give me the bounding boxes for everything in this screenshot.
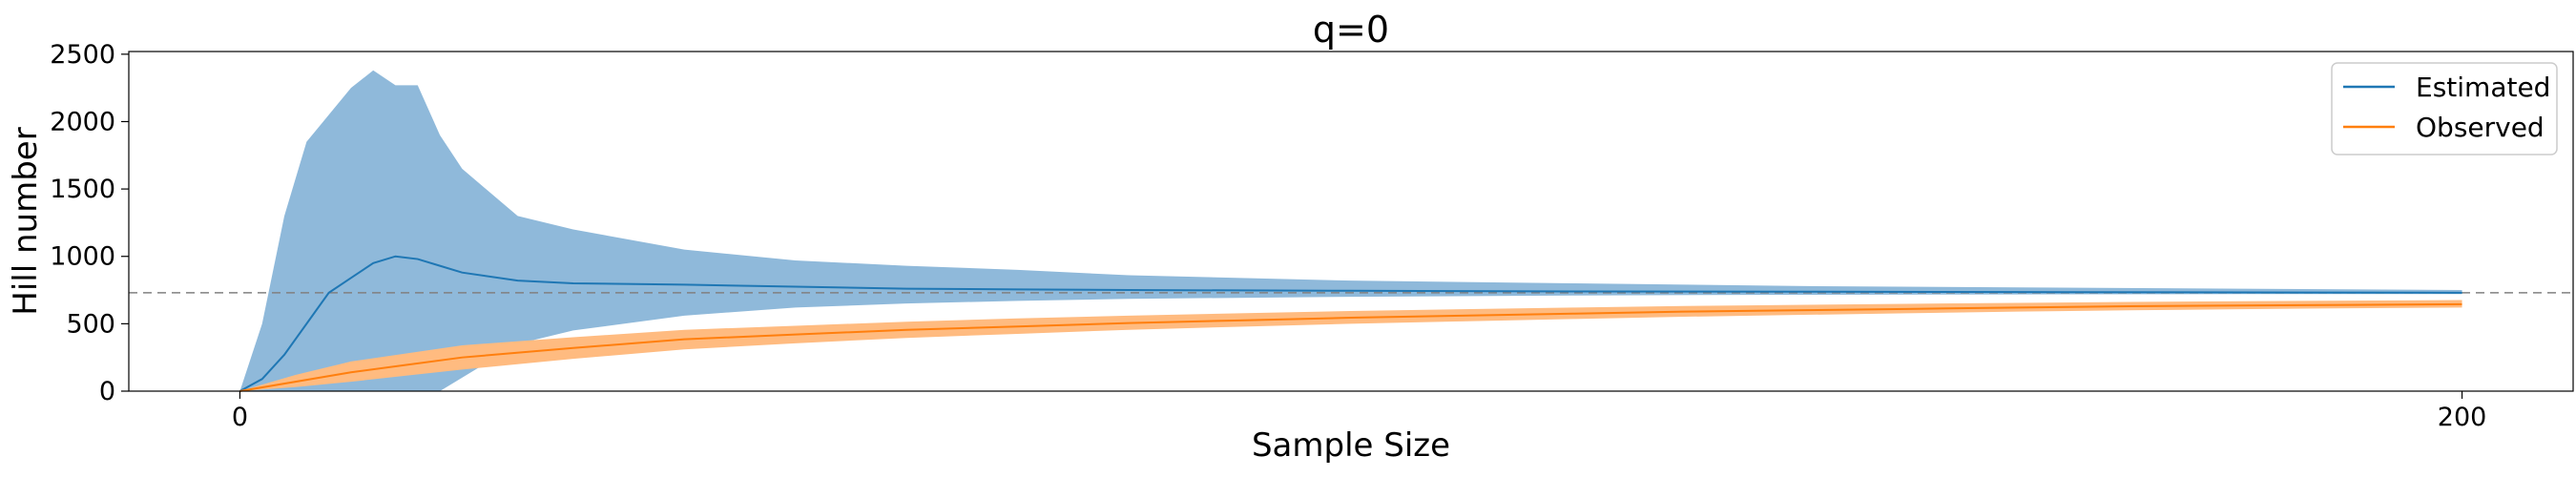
x-tick-label: 0: [232, 403, 248, 432]
x-axis: 0 200: [232, 391, 2486, 432]
chart-title: q=0: [1313, 9, 1389, 51]
series-line-estimated: [239, 255, 2462, 392]
x-tick-label: 200: [2438, 403, 2487, 432]
series-lines: [239, 255, 2462, 392]
y-tick-label: 1500: [50, 175, 115, 204]
x-axis-label: Sample Size: [1252, 426, 1450, 465]
legend: Estimated Observed: [2331, 62, 2558, 156]
plot-area-frame: [128, 51, 2574, 392]
y-axis: 0 500 1000 1500 2000 2500: [50, 40, 129, 406]
y-tick-label: 0: [99, 377, 115, 406]
y-tick-label: 2000: [50, 107, 115, 136]
y-tick-label: 2500: [50, 40, 115, 70]
y-axis-label: Hill number: [7, 127, 45, 315]
legend-label-observed: Observed: [2416, 112, 2545, 143]
y-tick-label: 1000: [50, 242, 115, 272]
y-tick-label: 500: [66, 309, 115, 339]
legend-label-estimated: Estimated: [2416, 72, 2550, 103]
confidence-bands: [239, 70, 2462, 392]
chart-title-group: q=0: [1313, 9, 1389, 51]
series-line-observed: [239, 302, 2462, 392]
